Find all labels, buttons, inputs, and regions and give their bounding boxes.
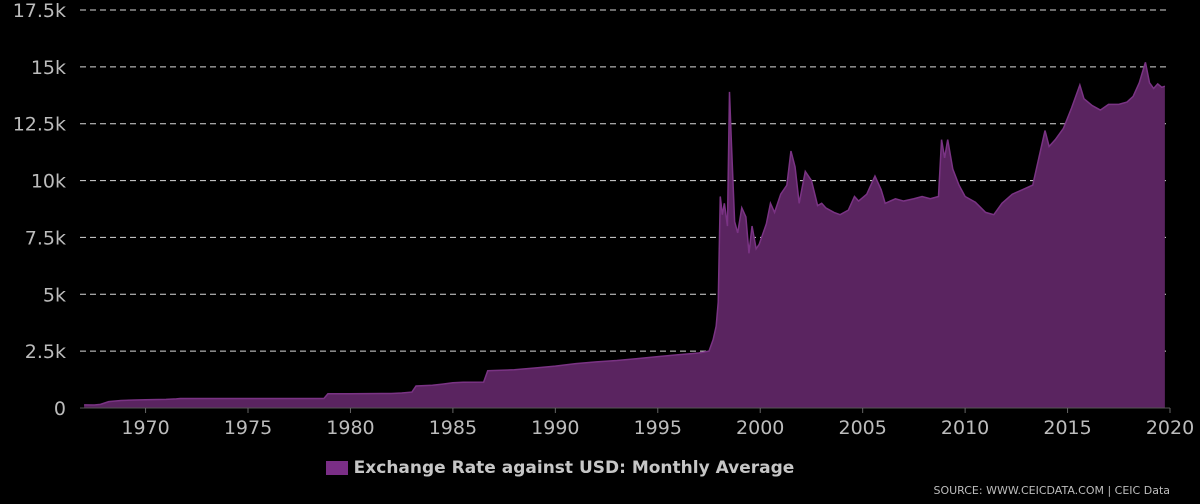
series-area — [84, 62, 1165, 409]
y-tick-label: 2.5k — [25, 341, 66, 363]
y-tick-label: 0 — [54, 398, 66, 420]
x-tick-label: 2005 — [838, 417, 886, 439]
x-tick-label: 2010 — [941, 417, 989, 439]
axis-layer: 0 2.5k 5k 7.5k 10k 12.5k 15k 17.5k 1970 1975 1980 1… — [13, 0, 1194, 439]
x-tick-label: 2000 — [736, 417, 784, 439]
source-credit: SOURCE: WWW.CEICDATA.COM | CEIC Data — [933, 484, 1170, 497]
x-tick-label: 2015 — [1043, 417, 1091, 439]
y-tick-label: 17.5k — [13, 0, 66, 22]
y-tick-label: 10k — [31, 171, 66, 193]
y-tick-label: 7.5k — [25, 227, 66, 249]
x-tick-label: 1975 — [224, 417, 272, 439]
x-tick-label: 1970 — [121, 417, 169, 439]
legend-label: Exchange Rate against USD: Monthly Avera… — [353, 458, 795, 478]
x-tick-label: 1985 — [429, 417, 477, 439]
legend-swatch — [325, 461, 348, 475]
y-tick-label: 15k — [31, 57, 66, 79]
x-tick-label: 1990 — [531, 417, 579, 439]
x-tick-label: 2020 — [1146, 417, 1194, 439]
y-tick-label: 5k — [43, 284, 66, 306]
series-layer — [84, 62, 1166, 409]
grid-lines — [80, 9, 1170, 352]
series-line — [84, 62, 1166, 406]
y-tick-label: 12.5k — [13, 114, 66, 136]
x-tick-label: 1995 — [634, 417, 682, 439]
x-tick-label: 1980 — [326, 417, 374, 439]
legend[interactable]: Exchange Rate against USD: Monthly Avera… — [0, 458, 1120, 478]
